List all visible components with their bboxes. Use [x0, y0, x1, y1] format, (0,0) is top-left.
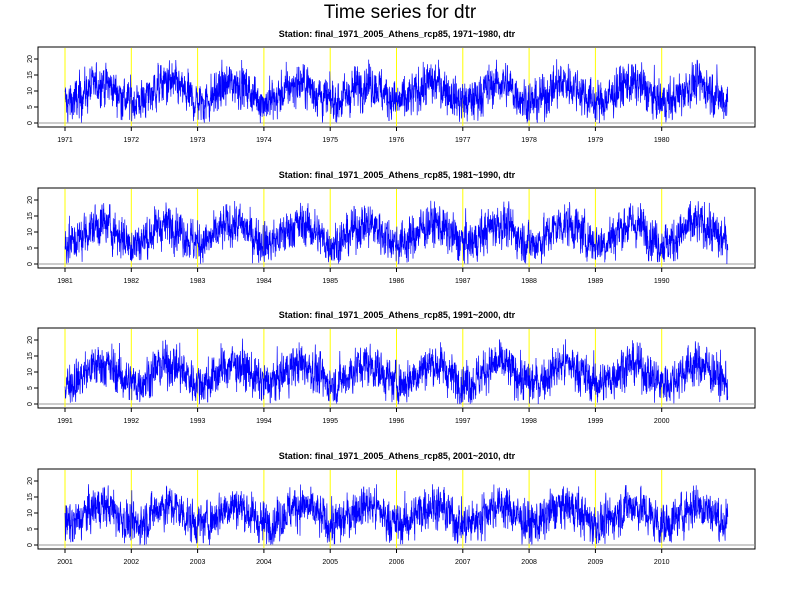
x-tick-label: 1972 — [124, 137, 140, 144]
x-tick-label: 1988 — [521, 278, 537, 285]
x-tick-label: 1984 — [256, 278, 272, 285]
y-tick-label: 0 — [27, 262, 34, 266]
y-tick-label: 0 — [27, 121, 34, 125]
y-tick-label: 10 — [27, 509, 34, 517]
y-tick-label: 10 — [27, 368, 34, 376]
y-tick-label: 20 — [27, 477, 34, 485]
x-tick-label: 1992 — [124, 418, 140, 425]
y-tick-label: 10 — [27, 228, 34, 236]
x-tick-label: 1995 — [322, 418, 338, 425]
dtr-series-line — [64, 200, 729, 265]
x-tick-label: 1983 — [190, 278, 206, 285]
panel-title: Station: final_1971_2005_Athens_rcp85, 1… — [279, 29, 516, 39]
x-tick-label: 1973 — [190, 137, 206, 144]
panel-title: Station: final_1971_2005_Athens_rcp85, 1… — [279, 310, 516, 320]
x-tick-label: 2001 — [57, 559, 73, 566]
y-tick-label: 0 — [27, 543, 34, 547]
panel-2: Station: final_1971_2005_Athens_rcp85, 1… — [27, 170, 756, 285]
panel-3: Station: final_1971_2005_Athens_rcp85, 1… — [27, 310, 756, 425]
x-tick-label: 2003 — [190, 559, 206, 566]
x-tick-label: 1994 — [256, 418, 272, 425]
x-tick-label: 1993 — [190, 418, 206, 425]
x-tick-label: 1991 — [57, 418, 73, 425]
x-tick-label: 2008 — [521, 559, 537, 566]
panel-title: Station: final_1971_2005_Athens_rcp85, 1… — [279, 170, 516, 180]
x-tick-label: 1997 — [455, 418, 471, 425]
y-tick-label: 0 — [27, 402, 34, 406]
x-tick-label: 1978 — [521, 137, 537, 144]
x-tick-label: 1985 — [322, 278, 338, 285]
x-tick-label: 1996 — [389, 418, 405, 425]
y-tick-label: 10 — [27, 87, 34, 95]
panel-title: Station: final_1971_2005_Athens_rcp85, 2… — [279, 451, 516, 461]
y-tick-label: 20 — [27, 196, 34, 204]
x-tick-label: 1971 — [57, 137, 73, 144]
x-tick-label: 1980 — [654, 137, 670, 144]
x-tick-label: 2000 — [654, 418, 670, 425]
y-tick-label: 5 — [27, 246, 34, 250]
y-tick-label: 5 — [27, 386, 34, 390]
page-title: Time series for dtr — [323, 2, 477, 23]
y-tick-label: 15 — [27, 212, 34, 220]
y-tick-label: 15 — [27, 71, 34, 79]
x-tick-label: 1979 — [588, 137, 604, 144]
x-tick-label: 2010 — [654, 559, 670, 566]
panel-4: Station: final_1971_2005_Athens_rcp85, 2… — [27, 451, 756, 566]
x-tick-label: 1982 — [124, 278, 140, 285]
x-tick-label: 1990 — [654, 278, 670, 285]
x-tick-label: 1999 — [588, 418, 604, 425]
y-tick-label: 5 — [27, 527, 34, 531]
x-tick-label: 1987 — [455, 278, 471, 285]
x-tick-label: 1986 — [389, 278, 405, 285]
x-tick-label: 2002 — [124, 559, 140, 566]
x-tick-label: 2004 — [256, 559, 272, 566]
x-tick-label: 1975 — [322, 137, 338, 144]
x-tick-label: 2009 — [588, 559, 604, 566]
x-tick-label: 1989 — [588, 278, 604, 285]
dtr-series-line — [64, 338, 729, 405]
dtr-series-line — [64, 484, 729, 546]
y-tick-label: 20 — [27, 336, 34, 344]
x-tick-label: 1974 — [256, 137, 272, 144]
x-tick-label: 1976 — [389, 137, 405, 144]
x-tick-label: 2007 — [455, 559, 471, 566]
panel-1: Station: final_1971_2005_Athens_rcp85, 1… — [27, 29, 756, 144]
y-tick-label: 5 — [27, 105, 34, 109]
x-tick-label: 2006 — [389, 559, 405, 566]
x-tick-label: 1981 — [57, 278, 73, 285]
dtr-series-line — [64, 59, 729, 124]
x-tick-label: 1977 — [455, 137, 471, 144]
y-tick-label: 20 — [27, 55, 34, 63]
y-tick-label: 15 — [27, 493, 34, 501]
y-tick-label: 15 — [27, 352, 34, 360]
x-tick-label: 2005 — [322, 559, 338, 566]
x-tick-label: 1998 — [521, 418, 537, 425]
